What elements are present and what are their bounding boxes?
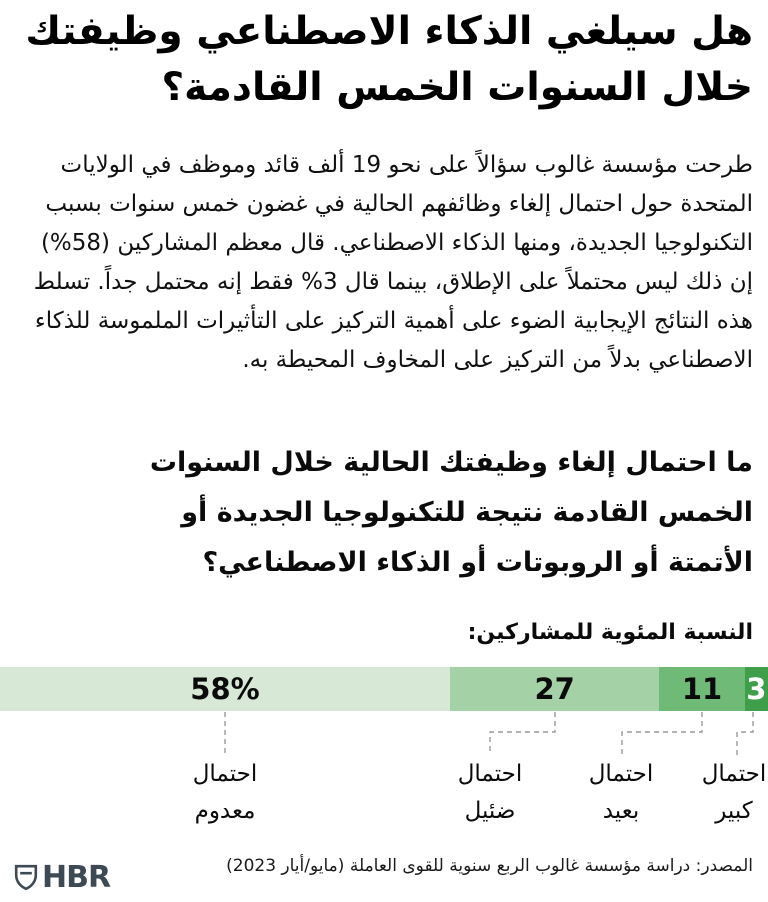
bar-value-label: 11 — [681, 672, 723, 706]
connector-line — [489, 712, 556, 755]
stacked-bar-chart: 58% 27 11 3 — [0, 667, 768, 711]
hbr-logo-text: HBR — [42, 860, 111, 895]
category-label-high-chance: احتمال كبير — [701, 761, 767, 824]
chart-axis-label: النسبة المئوية للمشاركين: — [467, 620, 753, 645]
category-label-remote-chance: احتمال بعيد — [588, 761, 654, 824]
hbr-logo: HBR — [14, 860, 111, 895]
intro-paragraph: طرحت مؤسسة غالوب سؤالاً على نحو 19 ألف ق… — [33, 152, 753, 373]
connector-line — [621, 712, 703, 755]
bar-value-label: 58% — [190, 672, 260, 706]
bar-segment-remote-chance: 11 — [659, 667, 745, 711]
page-title: هل سيلغي الذكاء الاصطناعي وظيفتك خلال ال… — [25, 9, 753, 110]
category-label-no-chance: احتمال معدوم — [192, 761, 258, 824]
hbr-shield-icon — [14, 864, 38, 891]
survey-question: ما احتمال إلغاء وظيفتك الحالية خلال السن… — [149, 447, 753, 578]
bar-value-label: 27 — [534, 672, 575, 706]
source-credit: المصدر: دراسة مؤسسة غالوب الربع سنوية لل… — [226, 856, 753, 876]
category-label-slight-chance: احتمال ضئيل — [457, 761, 523, 824]
bar-segment-no-chance: 58% — [0, 667, 450, 711]
connector-line — [736, 712, 754, 755]
bar-value-label: 3 — [746, 672, 767, 706]
bar-segment-high-chance: 3 — [744, 667, 768, 711]
bar-segment-slight-chance: 27 — [449, 667, 660, 711]
connector-lines — [224, 712, 754, 755]
